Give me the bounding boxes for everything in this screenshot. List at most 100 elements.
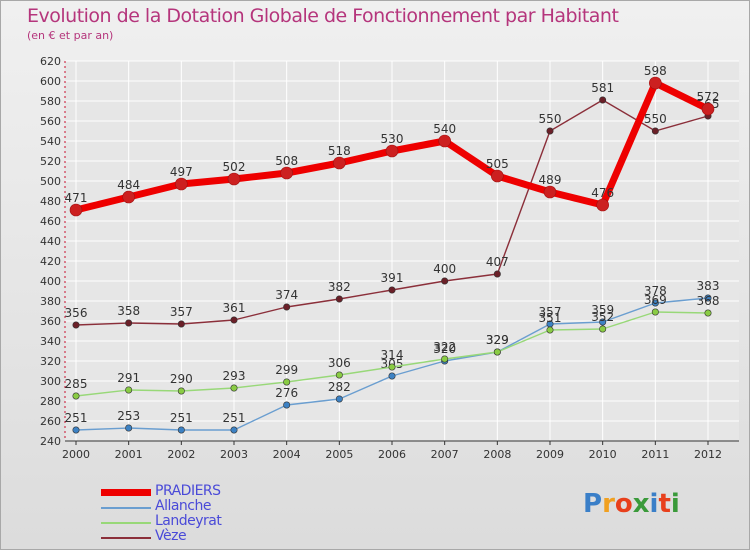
data-point [177, 387, 185, 395]
data-point [596, 198, 609, 212]
y-tick-label: 240 [40, 435, 61, 448]
y-tick-label: 600 [40, 75, 61, 88]
data-label: 293 [223, 369, 246, 383]
data-label: 598 [644, 64, 667, 78]
data-label: 518 [328, 144, 351, 158]
logo-letter: x [632, 489, 650, 519]
data-point [546, 127, 554, 135]
data-label: 489 [539, 173, 562, 187]
data-label: 320 [433, 342, 456, 356]
x-tick-label: 2010 [589, 448, 617, 461]
data-point [651, 299, 659, 307]
y-tick-label: 360 [40, 315, 61, 328]
data-label: 508 [275, 154, 298, 168]
series-v-ze: 356358357361374382391400407550581550565 [65, 81, 719, 329]
x-tick-label: 2009 [536, 448, 564, 461]
data-label: 322 [433, 340, 456, 354]
legend-swatch [101, 537, 151, 539]
data-point [441, 277, 449, 285]
y-tick-label: 420 [40, 255, 61, 268]
data-point [704, 309, 712, 317]
series-allanche: 251253251251276282305320329357359378383 [65, 279, 720, 434]
y-tick-label: 460 [40, 215, 61, 228]
data-label: 471 [65, 191, 88, 205]
data-label: 391 [381, 271, 404, 285]
data-label: 282 [328, 380, 351, 394]
data-label: 358 [117, 304, 140, 318]
legend-swatch [101, 522, 151, 524]
data-label: 476 [591, 186, 614, 200]
data-label: 351 [539, 311, 562, 325]
y-tick-label: 260 [40, 415, 61, 428]
data-label: 368 [697, 294, 720, 308]
x-tick-label: 2005 [325, 448, 353, 461]
x-tick-label: 2007 [431, 448, 459, 461]
logo-letter: P [583, 489, 603, 519]
data-label: 383 [697, 279, 720, 293]
series-pradiers: 471 484 497 502 508 518 530 540 505 489 476 598 572 [65, 64, 720, 217]
data-label: 572 [697, 90, 720, 104]
data-label: 276 [275, 386, 298, 400]
x-tick-label: 2011 [641, 448, 669, 461]
data-label: 407 [486, 255, 509, 269]
data-label: 306 [328, 356, 351, 370]
data-point [491, 169, 504, 183]
data-point [230, 384, 238, 392]
data-point [125, 424, 133, 432]
data-label: 285 [65, 377, 88, 391]
data-point [493, 270, 501, 278]
data-point [283, 303, 291, 311]
data-label: 329 [486, 333, 509, 347]
data-point [388, 363, 396, 371]
data-point [333, 156, 346, 170]
y-tick-label: 480 [40, 195, 61, 208]
data-point [227, 172, 241, 186]
data-label: 530 [381, 132, 404, 146]
legend-label: PRADIERS [155, 483, 221, 499]
data-point [175, 177, 188, 191]
data-label: 540 [433, 122, 456, 136]
data-point [704, 294, 712, 302]
plot-area [65, 61, 739, 441]
y-tick-label: 320 [40, 355, 61, 368]
legend-swatch [101, 507, 151, 509]
y-tick-label: 380 [40, 295, 61, 308]
data-point [599, 325, 607, 333]
data-point [125, 319, 133, 327]
x-tick-label: 2001 [115, 448, 143, 461]
logo-letter: t [658, 489, 671, 519]
data-point [649, 76, 662, 90]
data-point [280, 166, 293, 180]
data-label: 357 [539, 305, 562, 319]
data-point [335, 395, 343, 403]
data-point [72, 426, 80, 434]
data-point [388, 372, 396, 380]
x-tick-label: 2008 [483, 448, 511, 461]
data-point [599, 96, 607, 104]
data-label: 400 [433, 262, 456, 276]
logo-letter: r [602, 489, 615, 519]
data-label: 314 [381, 348, 404, 362]
data-point [177, 426, 185, 434]
logo-letter: i [649, 489, 659, 519]
y-tick-label: 540 [40, 135, 61, 148]
data-label: 251 [170, 411, 193, 425]
data-label: 290 [170, 372, 193, 386]
data-label: 299 [275, 363, 298, 377]
data-point [69, 203, 83, 217]
data-point [651, 308, 659, 316]
x-tick-label: 2002 [167, 448, 195, 461]
data-point [72, 392, 80, 400]
legend-label: Allanche [155, 498, 212, 514]
legend-label: Landeyrat [155, 513, 222, 529]
data-label: 356 [65, 306, 88, 320]
data-label: 550 [539, 112, 562, 126]
data-label: 329 [486, 333, 509, 347]
y-tick-label: 620 [40, 55, 61, 68]
data-point [122, 190, 135, 204]
data-label: 361 [223, 301, 246, 315]
data-point [335, 295, 343, 303]
y-tick-label: 280 [40, 395, 61, 408]
